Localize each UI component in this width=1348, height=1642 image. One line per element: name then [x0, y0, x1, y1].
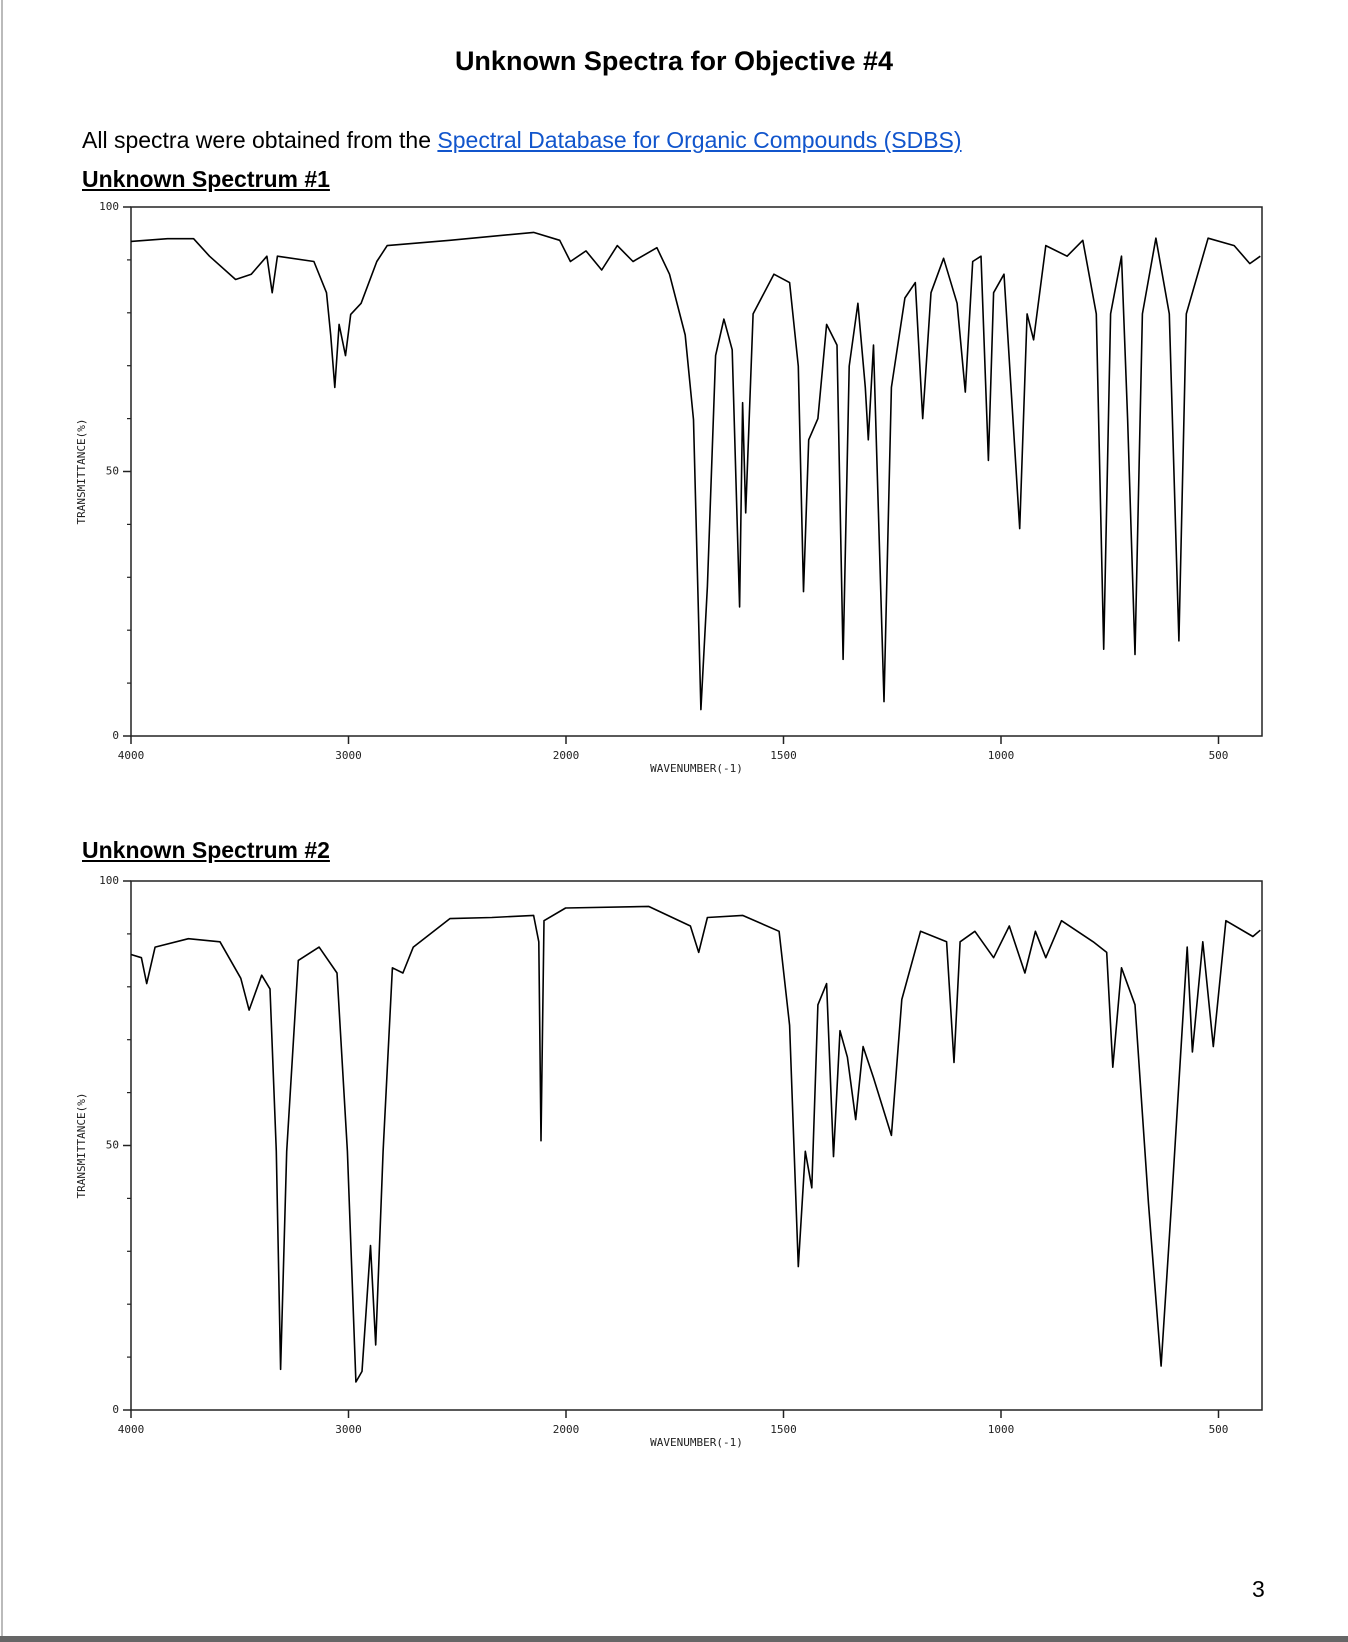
x-tick-label: 2000	[553, 1423, 580, 1436]
document-title: Unknown Spectra for Objective #4	[454, 46, 894, 76]
y-tick-label: 0	[112, 1403, 119, 1416]
x-tick-label: 3000	[335, 1423, 362, 1436]
x-tick-label: 1500	[770, 749, 797, 762]
y-tick-label: 50	[106, 465, 119, 478]
x-tick-label: 500	[1209, 749, 1229, 762]
x-tick-label: 1000	[988, 749, 1015, 762]
plot-frame	[130, 206, 1263, 737]
y-tick-label: 50	[106, 1139, 119, 1152]
x-tick-label: 1500	[770, 1423, 797, 1436]
spectrum-chart: 0 50 100 4000 3000 2000 1500 1000 500 WAVENUMBER(…	[75, 874, 1263, 1449]
y-tick-label: 100	[99, 874, 119, 887]
spectrum-heading: Unknown Spectrum #1	[82, 166, 330, 192]
x-tick-label: 1000	[988, 1423, 1015, 1436]
intro: All spectra were obtained from the Spect…	[82, 127, 962, 154]
spectrum-heading: Unknown Spectrum #2	[82, 837, 330, 863]
x-tick-label: 2000	[553, 749, 580, 762]
y-tick-label: 100	[99, 200, 119, 213]
spectrum-chart: 0 50 100 4000 3000 2000 1500 1000 500 WAVENUMBER(…	[75, 200, 1263, 775]
sdbs-link[interactable]: Spectral Database for Organic Compounds …	[437, 127, 962, 153]
x-tick-label: 3000	[335, 749, 362, 762]
page-border	[1, 0, 3, 1636]
intro-text: All spectra were obtained from the	[82, 127, 432, 153]
spectrum-line	[130, 231, 1261, 711]
y-tick-label: 0	[112, 729, 119, 742]
x-axis-label: WAVENUMBER(-1)	[650, 762, 743, 775]
spectrum-line	[130, 905, 1261, 1383]
page-border	[0, 1636, 1348, 1642]
y-axis-label: TRANSMITTANCE(%)	[75, 1093, 88, 1199]
x-tick-label: 4000	[118, 749, 145, 762]
plot-frame	[130, 880, 1263, 1411]
x-tick-label: 4000	[118, 1423, 145, 1436]
x-axis-label: WAVENUMBER(-1)	[650, 1436, 743, 1449]
x-tick-label: 500	[1209, 1423, 1229, 1436]
y-axis-label: TRANSMITTANCE(%)	[75, 419, 88, 525]
page-number: 3	[1252, 1576, 1265, 1602]
